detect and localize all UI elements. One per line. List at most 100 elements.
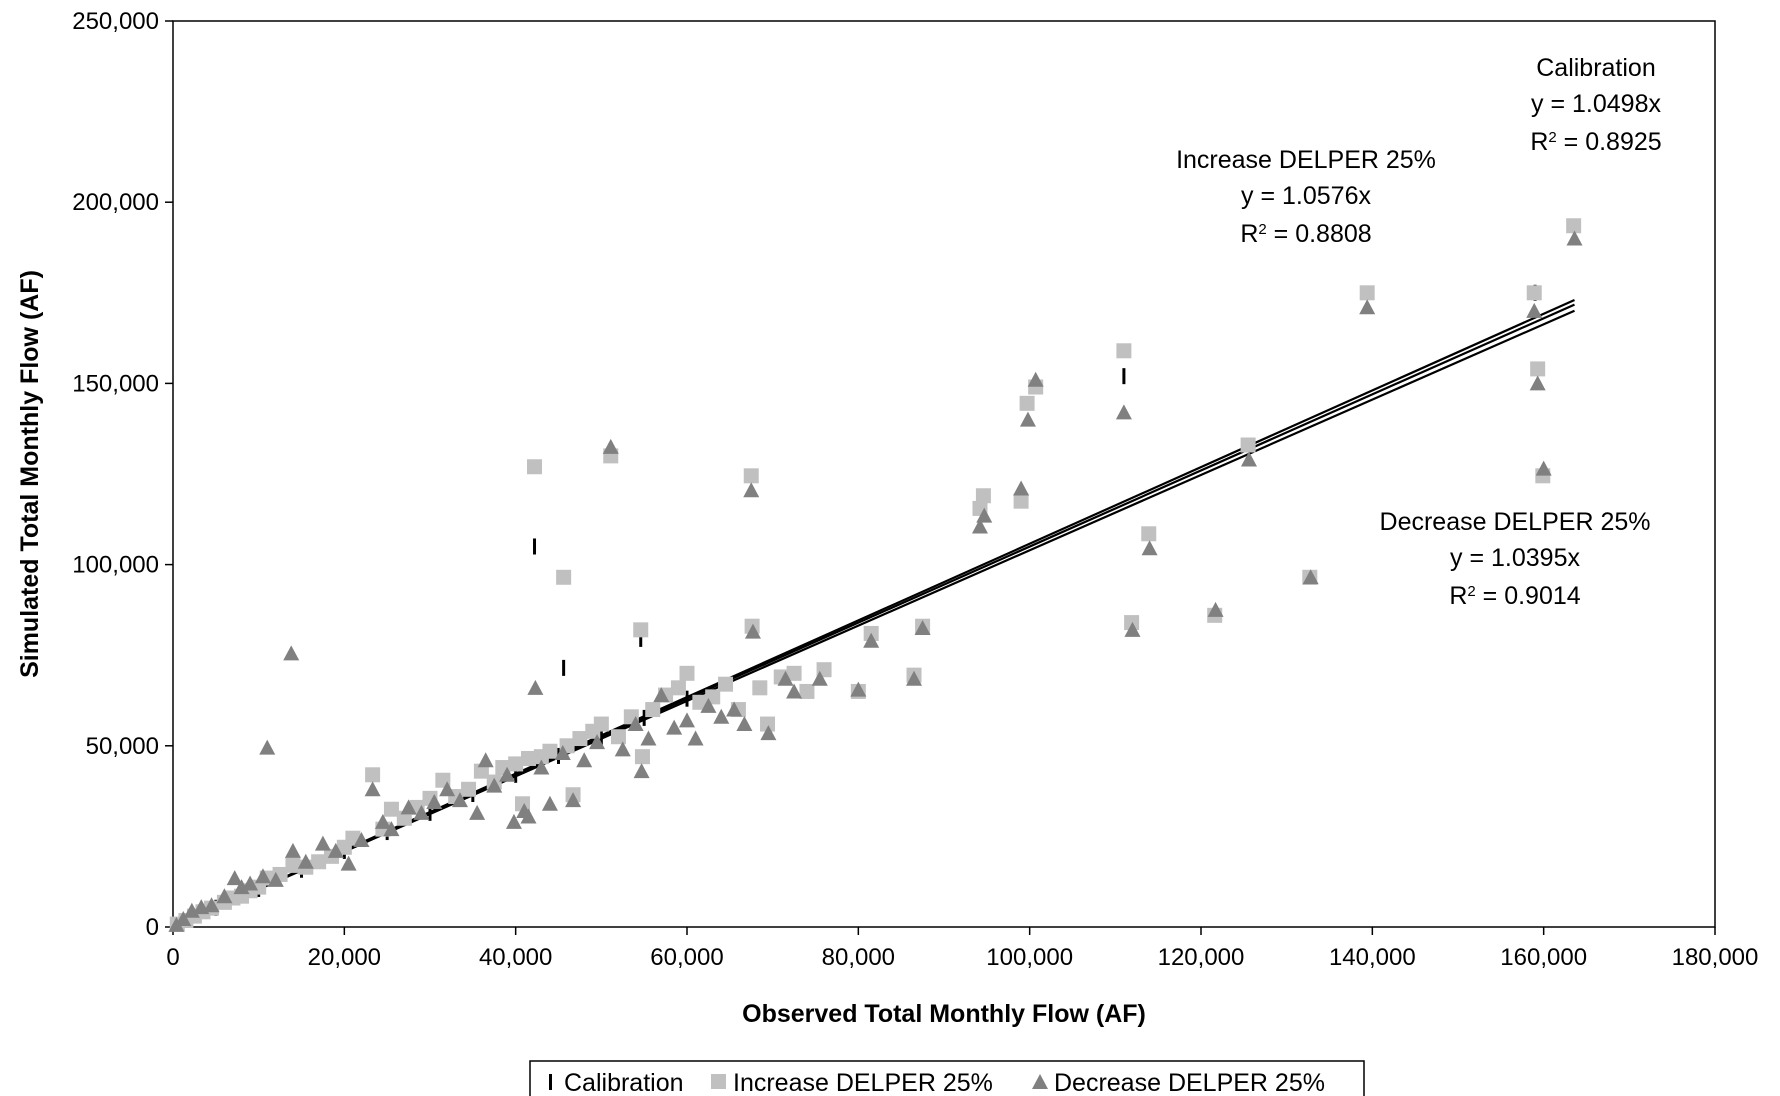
y-tick-label: 150,000	[72, 370, 159, 397]
point-calibration	[562, 659, 566, 676]
point-decrease	[267, 871, 284, 887]
point-decrease	[469, 804, 486, 820]
point-decrease	[687, 730, 704, 746]
point-decrease	[1566, 230, 1583, 246]
point-increase	[365, 767, 381, 783]
point-decrease	[777, 670, 794, 686]
point-decrease	[906, 670, 923, 686]
point-decrease	[976, 507, 993, 523]
annotation-increase: Increase DELPER 25% y = 1.0576x R2 = 0.8…	[1176, 146, 1436, 248]
point-decrease	[226, 870, 243, 886]
point-decrease	[541, 795, 558, 811]
annotation-equation: y = 1.0395x	[1450, 544, 1580, 572]
plot-area	[172, 20, 1716, 928]
point-increase	[311, 854, 327, 870]
point-decrease	[374, 813, 391, 829]
point-decrease	[1359, 299, 1376, 315]
point-increase	[521, 750, 537, 766]
point-decrease	[520, 808, 537, 824]
point-decrease	[565, 792, 582, 808]
point-increase	[383, 801, 399, 817]
x-tick-label: 40,000	[479, 944, 552, 971]
point-increase	[1019, 395, 1035, 411]
point-decrease	[486, 777, 503, 793]
point-increase	[461, 781, 477, 797]
point-increase	[1566, 218, 1582, 234]
x-tick-label: 60,000	[650, 944, 723, 971]
y-axis-title: Simulated Total Monthly Flow (AF)	[16, 270, 44, 678]
point-decrease	[1019, 411, 1036, 427]
x-axis-ticks: 0 20,000 40,000 60,000 80,000 100,000 120,000 1…	[166, 927, 1758, 971]
x-axis-title: Observed Total Monthly Flow (AF)	[742, 1000, 1146, 1028]
point-decrease	[700, 697, 717, 713]
point-decrease	[533, 759, 550, 775]
y-tick-label: 200,000	[72, 189, 159, 216]
point-increase	[285, 857, 301, 873]
point-decrease	[413, 804, 430, 820]
point-decrease	[679, 712, 695, 728]
legend-label-increase: Increase DELPER 25%	[733, 1069, 993, 1096]
x-tick-label: 180,000	[1672, 944, 1759, 971]
point-decrease	[744, 623, 761, 639]
point-increase	[743, 468, 759, 484]
legend-marker-decrease	[1032, 1074, 1048, 1089]
point-decrease	[627, 716, 644, 732]
point-decrease	[340, 855, 357, 871]
point-increase	[645, 702, 661, 718]
point-decrease	[451, 792, 468, 808]
point-increase	[752, 680, 768, 696]
point-decrease	[439, 781, 456, 797]
point-increase	[1141, 526, 1157, 542]
point-increase	[1124, 615, 1140, 631]
y-axis-ticks: 0 50,000 100,000 150,000 200,000 250,000	[72, 8, 173, 941]
annotation-equation: y = 1.0576x	[1241, 182, 1371, 210]
annotation-title: Decrease DELPER 25%	[1380, 508, 1651, 536]
point-decrease	[1124, 621, 1141, 637]
point-decrease	[499, 766, 516, 782]
point-decrease	[554, 745, 571, 761]
point-decrease	[640, 730, 657, 746]
data-points	[168, 218, 1583, 932]
point-increase	[718, 676, 734, 692]
point-increase	[799, 683, 815, 699]
point-decrease	[1027, 371, 1044, 387]
point-calibration	[599, 728, 603, 745]
point-increase	[786, 665, 802, 681]
point-decrease	[633, 763, 650, 779]
point-decrease	[1302, 569, 1319, 585]
point-decrease	[283, 645, 300, 661]
x-tick-label: 20,000	[308, 944, 381, 971]
annotation-r2: R2 = 0.8808	[1240, 220, 1371, 248]
point-decrease	[1141, 540, 1158, 556]
point-increase	[556, 569, 572, 585]
point-increase	[633, 622, 649, 638]
point-increase	[610, 729, 626, 745]
point-increase	[975, 488, 991, 504]
point-decrease	[1535, 460, 1552, 476]
point-decrease	[1207, 601, 1224, 617]
point-decrease	[666, 719, 683, 735]
point-decrease	[589, 734, 606, 750]
point-increase	[670, 680, 686, 696]
annotation-title: Increase DELPER 25%	[1176, 146, 1436, 174]
point-calibration	[428, 804, 432, 821]
series-2	[168, 230, 1583, 932]
point-decrease	[327, 842, 344, 858]
point-decrease	[383, 821, 400, 837]
point-decrease	[203, 897, 220, 913]
point-increase	[473, 763, 489, 779]
point-decrease	[527, 679, 544, 695]
point-increase	[760, 716, 776, 732]
point-decrease	[314, 835, 331, 851]
point-decrease	[743, 482, 760, 498]
point-decrease	[786, 683, 803, 699]
legend: Calibration Increase DELPER 25% Decrease…	[529, 1060, 1365, 1096]
point-decrease	[713, 708, 730, 724]
x-tick-label: 0	[166, 944, 179, 971]
legend-box	[529, 1060, 1365, 1096]
legend-label-calibration: Calibration	[564, 1069, 684, 1096]
legend-marker-increase	[711, 1074, 726, 1089]
point-decrease	[971, 518, 988, 534]
annotation-r2: R2 = 0.9014	[1449, 582, 1580, 610]
